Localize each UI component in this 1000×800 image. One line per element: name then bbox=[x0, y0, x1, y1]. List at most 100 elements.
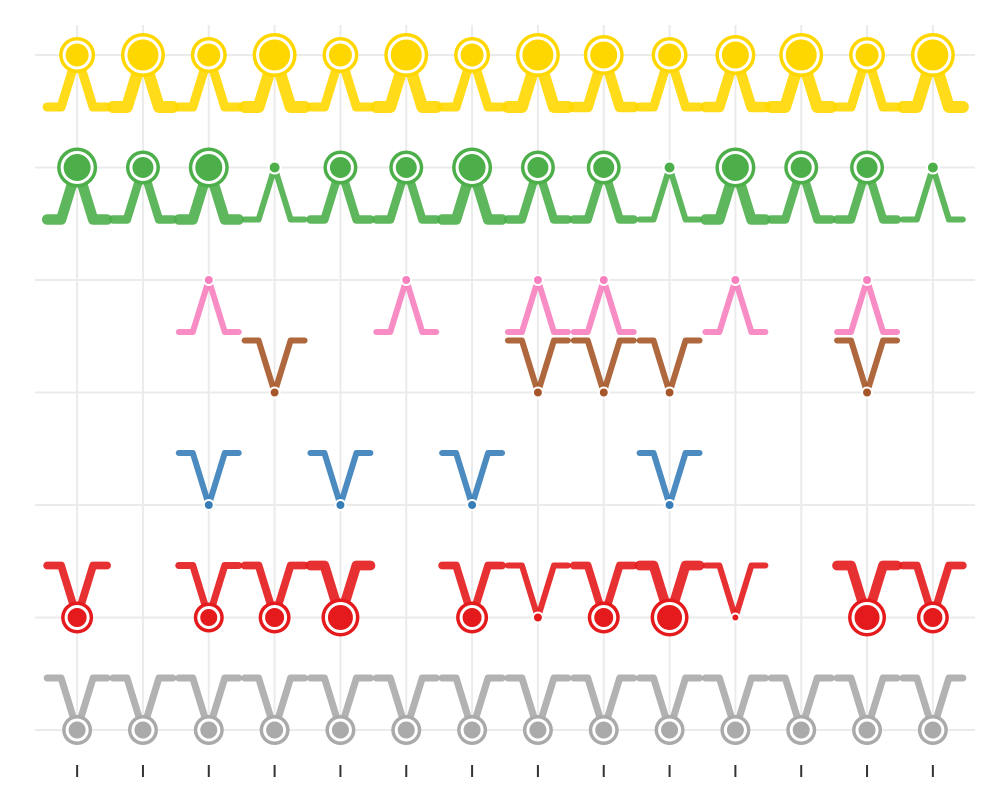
flow-stroke bbox=[636, 337, 673, 396]
point bbox=[654, 602, 686, 633]
flow-stroke bbox=[666, 164, 703, 223]
flow-stroke bbox=[205, 277, 242, 335]
flow-stroke bbox=[270, 561, 309, 622]
flow-stroke bbox=[600, 674, 638, 734]
flow-stroke bbox=[767, 163, 806, 224]
flow-stroke bbox=[108, 163, 148, 224]
flow-stroke bbox=[372, 674, 410, 734]
point bbox=[925, 160, 940, 175]
flow-stroke bbox=[863, 674, 901, 734]
flow-stroke bbox=[109, 674, 147, 734]
flow-stroke bbox=[306, 674, 344, 734]
flow-stroke bbox=[43, 561, 81, 622]
point bbox=[60, 151, 94, 184]
flow-stroke bbox=[335, 50, 375, 112]
flow-stroke bbox=[336, 674, 374, 734]
flow-stroke bbox=[467, 50, 507, 112]
point bbox=[592, 718, 616, 742]
point bbox=[460, 718, 484, 742]
flow-stroke bbox=[138, 163, 178, 224]
flow-stroke bbox=[43, 674, 81, 734]
flow-stroke bbox=[666, 450, 703, 508]
points bbox=[57, 33, 955, 745]
point bbox=[334, 499, 347, 511]
flow-stroke bbox=[899, 164, 936, 223]
flow-stroke bbox=[402, 674, 440, 734]
point bbox=[65, 718, 89, 742]
point bbox=[663, 499, 676, 511]
flow-stroke bbox=[701, 674, 739, 734]
point bbox=[787, 154, 815, 181]
point bbox=[324, 602, 356, 633]
point bbox=[457, 40, 487, 70]
flow-stroke bbox=[468, 674, 506, 734]
point bbox=[197, 718, 221, 742]
point bbox=[782, 36, 820, 74]
point bbox=[263, 718, 287, 742]
flow-stroke bbox=[767, 674, 805, 734]
point bbox=[466, 499, 479, 511]
flow-stroke bbox=[241, 337, 278, 396]
flow-stroke bbox=[569, 163, 608, 224]
flow-stroke bbox=[175, 277, 212, 335]
flow-stroke bbox=[665, 50, 705, 112]
flow-stroke bbox=[731, 674, 769, 734]
flow-stroke bbox=[438, 561, 476, 622]
point bbox=[256, 36, 294, 74]
point bbox=[400, 274, 413, 286]
flow-stroke bbox=[336, 163, 375, 224]
flow-stroke bbox=[833, 674, 871, 734]
point bbox=[587, 38, 621, 72]
point bbox=[597, 274, 610, 286]
flow-stroke bbox=[929, 164, 966, 223]
flow-stroke bbox=[175, 674, 213, 734]
flow-stroke bbox=[570, 674, 608, 734]
flow-stroke bbox=[42, 50, 82, 112]
flow-stroke bbox=[439, 450, 476, 508]
point bbox=[394, 718, 418, 742]
flow-stroke bbox=[205, 562, 243, 621]
point bbox=[526, 718, 550, 742]
point bbox=[663, 386, 676, 399]
flow-stroke bbox=[305, 50, 345, 112]
flow-stroke bbox=[403, 277, 440, 335]
point bbox=[853, 154, 881, 181]
flow-stroke bbox=[73, 674, 111, 734]
flow-stroke bbox=[570, 277, 607, 335]
flow-stroke bbox=[468, 561, 506, 622]
point bbox=[519, 36, 557, 74]
flow-stroke bbox=[600, 337, 637, 396]
flow-stroke bbox=[503, 163, 543, 224]
point bbox=[920, 605, 946, 630]
flow-stroke bbox=[204, 50, 244, 112]
flow-stroke bbox=[139, 674, 177, 734]
flow-stroke bbox=[862, 50, 902, 112]
flow-stroke bbox=[504, 337, 541, 396]
flow-stroke bbox=[205, 450, 242, 508]
grid bbox=[35, 25, 975, 777]
flow-stroke bbox=[899, 561, 937, 622]
point bbox=[202, 274, 215, 286]
flow-stroke bbox=[534, 674, 572, 734]
point bbox=[326, 154, 354, 181]
flow-stroke bbox=[834, 337, 871, 396]
point bbox=[861, 386, 874, 399]
point bbox=[729, 274, 742, 286]
point bbox=[531, 386, 544, 399]
flow-stroke bbox=[73, 561, 111, 622]
point bbox=[387, 36, 425, 74]
point bbox=[718, 38, 752, 72]
point bbox=[455, 151, 489, 184]
flow-stroke bbox=[205, 674, 243, 734]
point bbox=[855, 718, 879, 742]
flow-stroke bbox=[570, 337, 607, 396]
point bbox=[192, 151, 226, 184]
flow-stroke bbox=[504, 277, 541, 335]
flow-stroke bbox=[929, 674, 967, 734]
flow-stroke bbox=[504, 562, 541, 621]
flow-stroke bbox=[636, 450, 673, 508]
flow-stroke bbox=[732, 562, 769, 621]
flow-stroke bbox=[373, 277, 410, 335]
point bbox=[129, 154, 157, 181]
flow-stroke bbox=[864, 337, 901, 396]
